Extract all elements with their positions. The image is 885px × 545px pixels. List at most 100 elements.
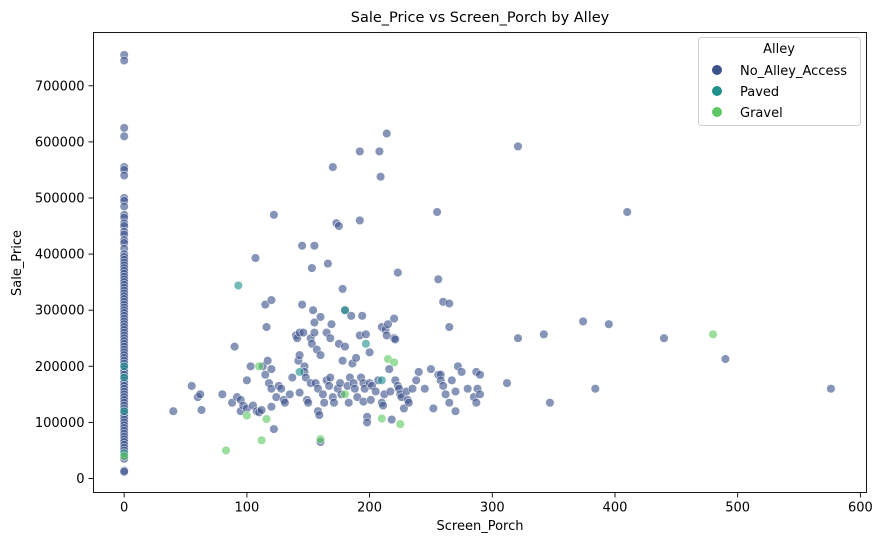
point-paved-5 [341,306,350,315]
point-no-alley-access-161 [316,313,325,322]
point-paved-6 [362,340,371,349]
point-no-alley-access-153 [310,241,319,250]
point-no-alley-access-219 [382,129,391,138]
point-no-alley-access-132 [286,390,295,399]
point-no-alley-access-273 [591,384,600,393]
point-paved-0 [120,362,129,371]
point-no-alley-access-168 [324,259,333,268]
point-gravel-7 [341,390,350,399]
point-no-alley-access-118 [262,323,271,332]
legend-marker-gravel [712,107,722,117]
point-no-alley-access-173 [329,163,338,172]
point-no-alley-access-256 [451,387,460,396]
point-no-alley-access-178 [335,222,344,231]
point-no-alley-access-100 [218,390,227,399]
point-no-alley-access-242 [427,365,436,374]
point-no-alley-access-126 [270,211,279,220]
point-paved-7 [378,376,387,385]
point-no-alley-access-237 [405,398,414,407]
legend-marker-no-alley-access [712,65,722,75]
point-no-alley-access-183 [338,356,347,365]
x-tick-label-0: 0 [120,501,128,516]
point-gravel-0 [120,452,129,461]
point-no-alley-access-216 [379,401,388,410]
point-no-alley-access-275 [623,208,632,217]
point-no-alley-access-253 [445,323,454,332]
x-tick-label-3: 300 [480,501,505,516]
point-no-alley-access-254 [445,398,454,407]
point-no-alley-access-170 [326,334,335,343]
point-no-alley-access-140 [298,241,307,250]
point-no-alley-access-257 [451,407,460,416]
legend-label-paved: Paved [740,85,779,100]
point-no-alley-access-272 [579,317,588,326]
point-no-alley-access-171 [326,373,335,382]
point-no-alley-access-133 [288,373,297,382]
point-no-alley-access-119 [263,356,272,365]
point-no-alley-access-259 [457,368,466,377]
y-tick-label-2: 200000 [35,360,85,375]
chart-title: Sale_Price vs Screen_Porch by Alley [351,10,610,26]
y-tick-label-0: 0 [76,472,84,487]
point-gravel-11 [396,420,405,429]
point-no-alley-access-94 [120,467,129,476]
y-axis-ticks: 0 100000 200000 300000 400000 500000 600000 700… [35,79,94,487]
point-no-alley-access-138 [295,351,304,360]
point-gravel-3 [255,362,264,371]
point-no-alley-access-196 [356,216,365,225]
point-paved-2 [120,407,129,416]
point-no-alley-access-175 [330,398,339,407]
point-no-alley-access-260 [463,384,472,393]
point-no-alley-access-155 [310,328,319,337]
point-no-alley-access-278 [827,384,836,393]
point-no-alley-access-96 [187,382,196,391]
point-no-alley-access-266 [476,370,485,379]
point-gravel-2 [243,411,252,420]
point-no-alley-access-165 [320,398,329,407]
point-gravel-10 [390,358,399,367]
point-no-alley-access-274 [605,320,614,329]
y-axis-label: Sale_Price [10,230,25,296]
point-no-alley-access-114 [257,406,266,415]
point-no-alley-access-199 [358,312,367,321]
point-no-alley-access-125 [270,425,279,434]
x-tick-label-4: 400 [603,501,628,516]
point-no-alley-access-244 [433,208,442,217]
x-tick-label-2: 200 [357,501,382,516]
point-no-alley-access-210 [371,387,380,396]
point-no-alley-access-160 [315,411,324,420]
point-paved-4 [234,281,243,290]
point-no-alley-access-2 [120,124,129,133]
point-gravel-12 [709,330,718,339]
point-no-alley-access-227 [391,335,400,344]
point-no-alley-access-164 [319,390,328,399]
point-no-alley-access-251 [441,390,450,399]
point-no-alley-access-241 [421,384,430,393]
point-no-alley-access-98 [196,390,205,399]
point-gravel-8 [378,414,387,423]
point-no-alley-access-184 [341,342,350,351]
point-no-alley-access-129 [277,384,286,393]
point-no-alley-access-265 [476,390,485,399]
point-no-alley-access-122 [267,365,276,374]
y-tick-label-7: 700000 [35,79,85,94]
point-no-alley-access-252 [445,299,454,308]
point-no-alley-access-195 [356,147,365,156]
point-no-alley-access-201 [359,397,368,406]
point-no-alley-access-121 [267,296,276,305]
point-no-alley-access-141 [298,300,307,309]
point-no-alley-access-212 [375,147,384,156]
point-no-alley-access-238 [408,384,417,393]
point-no-alley-access-152 [309,306,318,315]
x-tick-label-6: 600 [848,501,873,516]
point-no-alley-access-267 [503,379,512,388]
legend-label-no-alley-access: No_Alley_Access [740,64,847,79]
point-gravel-4 [257,436,266,445]
point-no-alley-access-243 [429,404,438,413]
point-no-alley-access-172 [327,320,336,329]
point-no-alley-access-245 [434,275,443,284]
point-no-alley-access-95 [169,407,178,416]
point-no-alley-access-6 [120,171,129,180]
point-no-alley-access-111 [251,254,260,263]
point-no-alley-access-203 [362,330,371,339]
